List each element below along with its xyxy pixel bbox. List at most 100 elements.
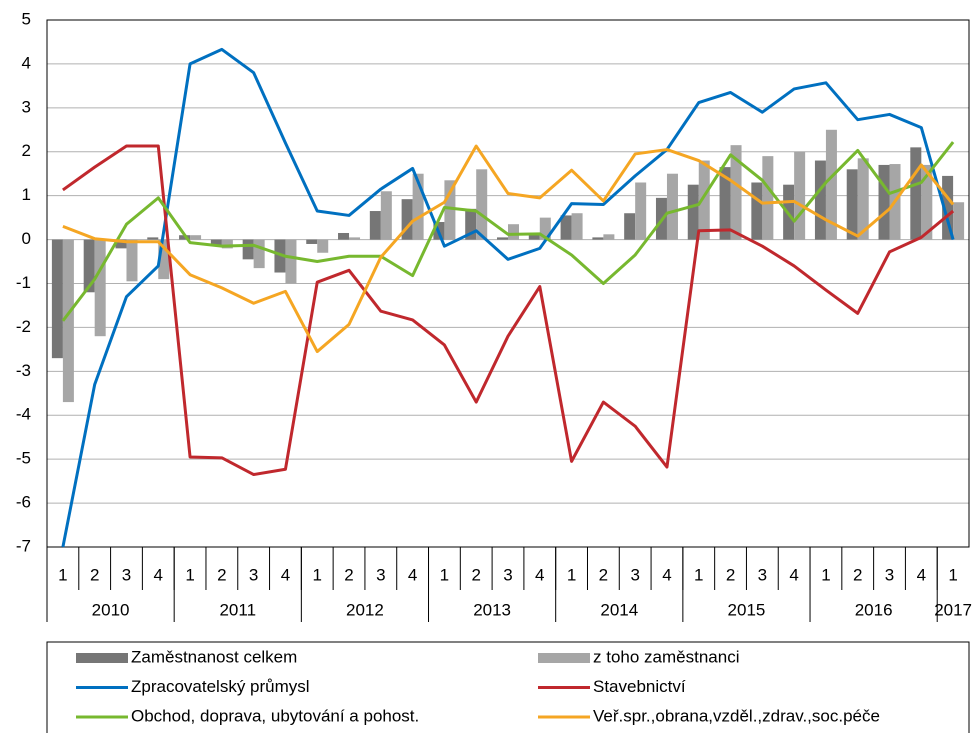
x-tick-label: 1 — [58, 565, 67, 584]
bar — [846, 169, 858, 240]
bar — [412, 173, 424, 240]
x-tick-label: 3 — [249, 565, 258, 584]
bar — [528, 235, 540, 240]
bar — [62, 239, 74, 403]
bar — [147, 237, 159, 240]
bar — [825, 129, 837, 240]
y-tick-label: -2 — [16, 317, 31, 336]
x-tick-label: 2 — [471, 565, 480, 584]
y-tick-label: 5 — [22, 9, 31, 28]
x-tick-label: 1 — [694, 565, 703, 584]
bar — [242, 239, 254, 260]
bar — [857, 158, 869, 240]
x-tick-label: 4 — [408, 565, 417, 584]
x-tick-label: 2 — [90, 565, 99, 584]
x-tick-label: 3 — [630, 565, 639, 584]
x-tick-label: 2 — [853, 565, 862, 584]
bar — [317, 239, 329, 253]
year-label: 2010 — [92, 600, 130, 619]
bar — [508, 224, 519, 240]
bar — [762, 156, 774, 240]
bar — [666, 173, 678, 240]
legend-marker — [76, 653, 128, 663]
bar — [221, 239, 233, 249]
bar — [730, 145, 742, 240]
bar — [380, 191, 392, 240]
year-label: 2015 — [728, 600, 766, 619]
y-tick-label: -7 — [16, 536, 31, 555]
x-tick-label: 4 — [281, 565, 290, 584]
x-tick-label: 2 — [344, 565, 353, 584]
x-tick-label: 1 — [313, 565, 322, 584]
legend-label: Stavebnictví — [593, 677, 686, 696]
y-tick-label: -4 — [16, 405, 31, 424]
bar — [603, 234, 615, 240]
plot-border — [46, 19, 970, 548]
y-tick-label: 4 — [22, 53, 31, 72]
line — [62, 144, 955, 477]
bar — [210, 239, 222, 247]
line — [61, 47, 955, 548]
legend-label: Zpracovatelský průmysl — [131, 677, 310, 696]
bar — [306, 239, 318, 244]
legend-label: Zaměstnanost celkem — [131, 647, 297, 666]
x-tick-label: 3 — [376, 565, 385, 584]
bar — [401, 199, 413, 240]
x-tick-label: 3 — [503, 565, 512, 584]
bar — [126, 239, 138, 282]
bar — [878, 164, 890, 240]
y-tick-label: 3 — [22, 97, 31, 116]
y-tick-label: -5 — [16, 449, 31, 468]
x-tick-label: 4 — [662, 565, 671, 584]
bar — [953, 202, 965, 240]
bar — [719, 167, 731, 240]
y-tick-label: 2 — [22, 141, 31, 160]
bar — [94, 239, 106, 337]
line — [62, 144, 955, 354]
year-label: 2016 — [855, 600, 893, 619]
bar — [571, 213, 583, 240]
bar — [465, 208, 477, 240]
x-tick-label: 1 — [567, 565, 576, 584]
bar — [253, 239, 265, 269]
x-tick-label: 1 — [440, 565, 449, 584]
bar — [560, 215, 572, 240]
x-tick-label: 3 — [758, 565, 767, 584]
y-tick-label: -1 — [16, 273, 31, 292]
year-label: 2014 — [600, 600, 638, 619]
x-tick-label: 2 — [599, 565, 608, 584]
bar — [635, 182, 647, 240]
y-tick-label: -6 — [16, 493, 31, 512]
x-tick-label: 1 — [185, 565, 194, 584]
bar — [349, 237, 361, 240]
bar — [338, 232, 350, 240]
bar — [794, 151, 806, 240]
bar — [687, 184, 699, 240]
bar — [910, 147, 922, 240]
x-tick-label: 4 — [789, 565, 798, 584]
x-tick-label: 4 — [535, 565, 544, 584]
bar — [814, 160, 826, 240]
year-label: 2017 — [934, 600, 972, 619]
bar — [51, 239, 63, 359]
legend-label: Obchod, doprava, ubytování a pohost. — [131, 706, 419, 725]
bar — [444, 180, 456, 240]
bar — [369, 211, 381, 240]
y-tick-label: 1 — [22, 185, 31, 204]
bar — [539, 217, 551, 240]
legend-label: Veř.spr.,obrana,vzděl.,zdrav.,soc.péče — [593, 706, 880, 725]
legend-box — [46, 641, 970, 733]
bar — [624, 213, 636, 240]
x-tick-label: 1 — [948, 565, 957, 584]
year-label: 2012 — [346, 600, 384, 619]
y-tick-label: -3 — [16, 361, 31, 380]
year-label: 2011 — [219, 600, 256, 619]
x-tick-label: 2 — [217, 565, 226, 584]
x-tick-label: 1 — [821, 565, 830, 584]
bar — [190, 235, 202, 240]
bar — [83, 239, 95, 293]
bar — [921, 164, 933, 240]
legend-marker — [538, 653, 590, 663]
bar — [751, 182, 763, 240]
